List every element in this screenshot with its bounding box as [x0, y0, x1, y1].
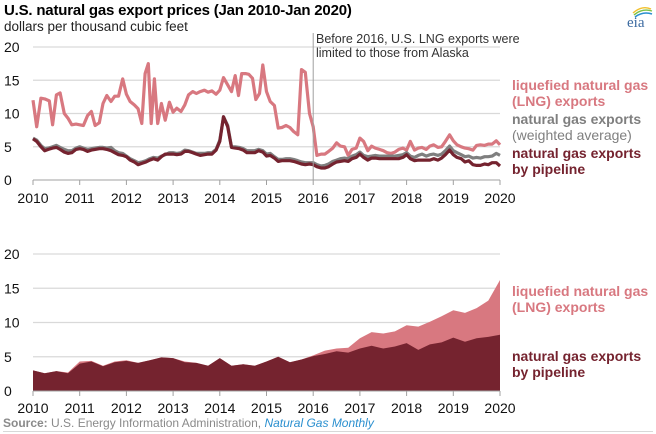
bottom-y-tick-label: 0: [4, 383, 12, 399]
top-x-tick-label: 2020: [484, 190, 515, 206]
label-lng-top: liquefied natural gas (LNG) exports: [512, 77, 648, 109]
annotation-line-2: limited to those from Alaska: [316, 46, 469, 60]
top-y-tick-label: 15: [4, 72, 20, 88]
label-pipeline-top-line1: natural gas exports: [512, 145, 642, 161]
top-y-tick-label: 5: [4, 139, 12, 155]
bottom-x-tick-label: 2017: [344, 400, 375, 416]
bottom-y-tick-label: 20: [4, 246, 20, 262]
top-x-tick-label: 2019: [438, 190, 469, 206]
bottom-x-tick-label: 2012: [111, 400, 142, 416]
label-weighted-line2: (weighted average): [512, 127, 632, 143]
label-weighted-top: natural gas exports (weighted average): [512, 111, 641, 143]
bottom-x-tick-label: 2019: [438, 400, 469, 416]
bottom-x-tick-label: 2013: [158, 400, 189, 416]
source-line: Source: U.S. Energy Information Administ…: [3, 416, 374, 430]
bottom-y-tick-label: 5: [4, 349, 12, 365]
source-link[interactable]: Natural Gas Monthly: [264, 416, 374, 430]
bottom-x-tick-label: 2018: [391, 400, 422, 416]
top-y-tick-label: 0: [4, 172, 12, 188]
series-pipeline-area: [33, 334, 500, 391]
top-x-tick-label: 2016: [298, 190, 329, 206]
series-pipeline-line: [32, 115, 502, 170]
top-x-tick-label: 2012: [111, 190, 142, 206]
bottom-x-tick-label: 2020: [484, 400, 515, 416]
eia-logo-text: eia: [627, 15, 645, 29]
label-lng-bottom-line2: (LNG) exports: [512, 299, 606, 315]
label-pipeline-bottom-line1: natural gas exports: [512, 348, 642, 364]
bottom-y-tick-label: 10: [4, 315, 20, 331]
label-lng-top-line1: liquefied natural gas: [512, 77, 649, 93]
series-lng-line: [31, 62, 502, 157]
top-x-tick-label: 2010: [17, 190, 48, 206]
label-pipeline-bottom-line2: by pipeline: [512, 364, 586, 380]
bottom-x-tick-label: 2015: [251, 400, 282, 416]
label-weighted-line1: natural gas exports: [512, 111, 642, 127]
top-x-tick-label: 2018: [391, 190, 422, 206]
label-pipeline-top: natural gas exports by pipeline: [512, 145, 641, 177]
top-x-tick-label: 2013: [158, 190, 189, 206]
label-pipeline-top-line2: by pipeline: [512, 161, 586, 177]
top-x-tick-label: 2017: [344, 190, 375, 206]
source-text: U.S. Energy Information Administration,: [47, 416, 265, 430]
bottom-x-tick-label: 2014: [204, 400, 235, 416]
bottom-y-tick-label: 15: [4, 280, 20, 296]
top-y-tick-label: 10: [4, 106, 20, 122]
chart-subtitle: dollars per thousand cubic feet: [4, 19, 188, 34]
source-label: Source:: [3, 416, 48, 430]
top-x-tick-label: 2014: [204, 190, 235, 206]
annotation-note: Before 2016, U.S. LNG exports were limit…: [316, 32, 520, 60]
label-pipeline-bottom: natural gas exports by pipeline: [512, 348, 641, 380]
chart-title: U.S. natural gas export prices (Jan 2010…: [4, 2, 352, 19]
label-lng-top-line2: (LNG) exports: [512, 93, 606, 109]
bottom-x-tick-label: 2011: [65, 400, 95, 416]
label-lng-bottom-line1: liquefied natural gas: [512, 283, 649, 299]
bottom-x-tick-label: 2016: [298, 400, 329, 416]
eia-logo-icon: eia: [627, 6, 653, 29]
top-x-tick-label: 2015: [251, 190, 282, 206]
top-y-tick-label: 20: [4, 39, 20, 55]
annotation-line-1: Before 2016, U.S. LNG exports were: [316, 32, 520, 46]
bottom-x-tick-label: 2010: [17, 400, 48, 416]
top-x-tick-label: 2011: [65, 190, 95, 206]
label-lng-bottom: liquefied natural gas (LNG) exports: [512, 283, 648, 315]
source-divider: [3, 431, 653, 432]
